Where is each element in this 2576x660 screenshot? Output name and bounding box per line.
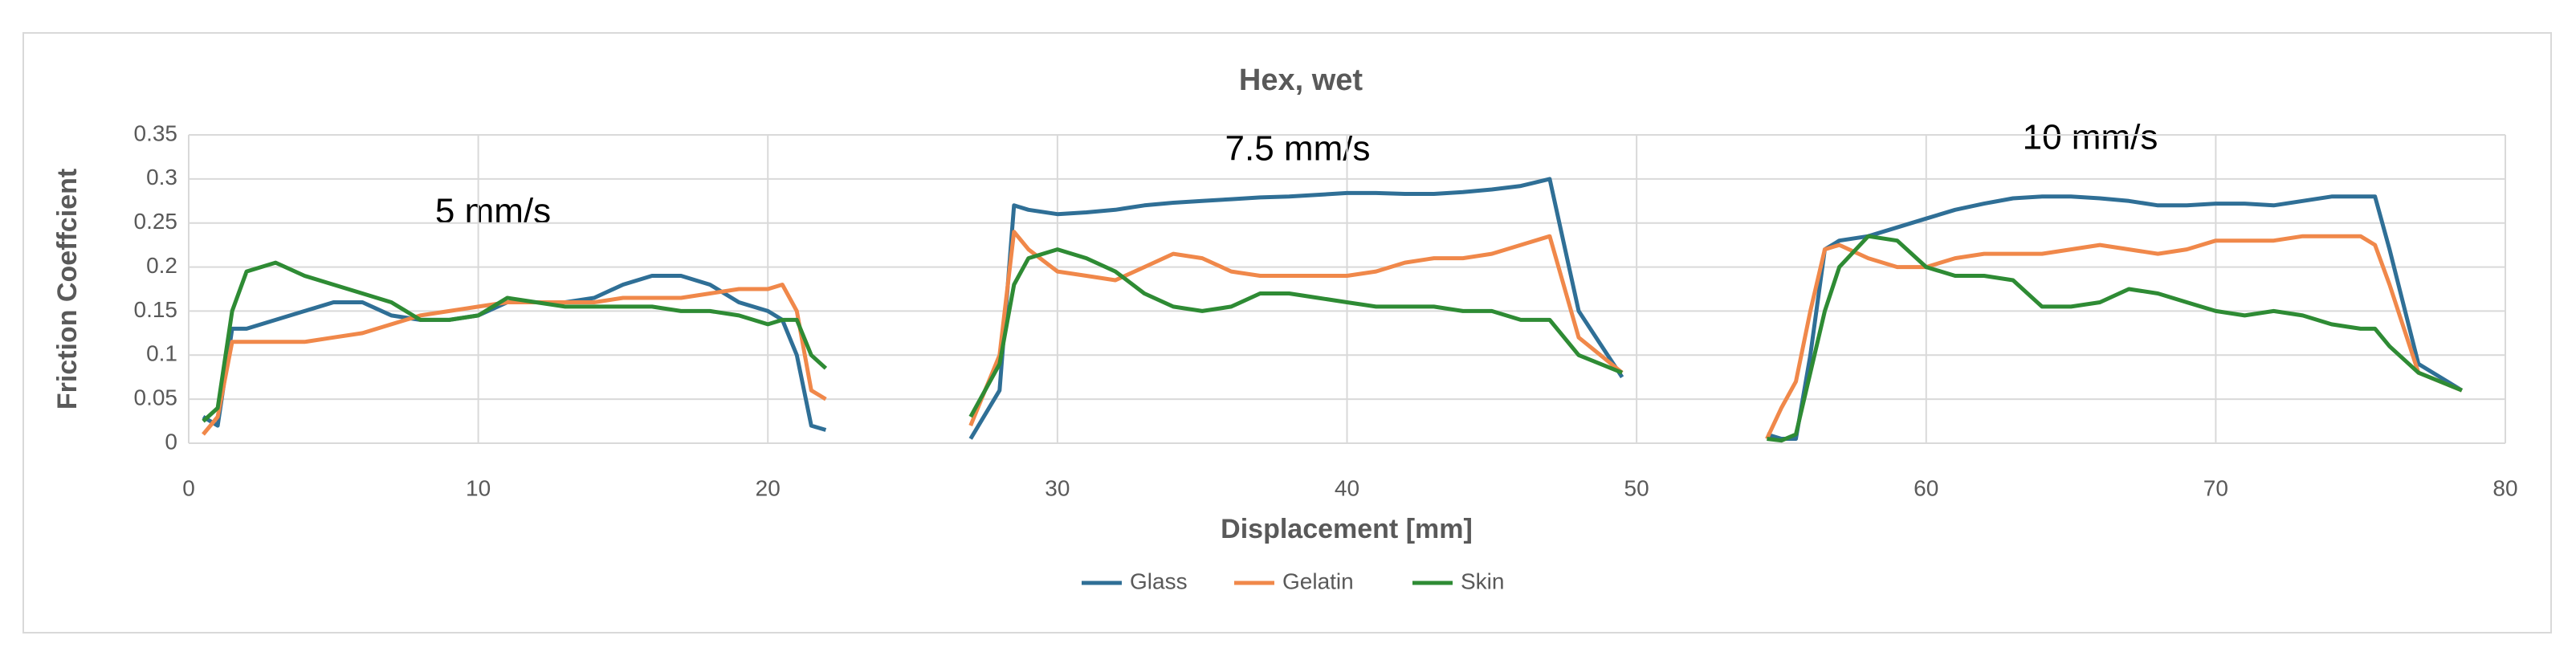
y-tick-label: 0.05 [134,385,178,410]
series-line [202,234,2463,443]
y-tick-label: 0.3 [146,165,177,189]
annotation: 5 mm/s [435,192,551,231]
legend-label: Skin [1461,568,1504,593]
chart-title: Hex, wet [1239,63,1363,97]
y-tick-label: 0.25 [134,209,178,234]
x-tick-label: 60 [1914,475,1938,500]
x-tick-label: 50 [1624,475,1649,500]
annotation: 10 mm/s [2023,118,2158,157]
x-tick-label: 30 [1045,475,1070,500]
y-tick-label: 0.1 [146,341,177,366]
y-tick-label: 0.2 [146,253,177,278]
x-tick-label: 10 [466,475,491,500]
y-axis-label: Friction Coeffcient [52,169,83,409]
x-tick-label: 70 [2203,475,2228,500]
y-tick-label: 0.15 [134,297,178,322]
y-tick-label: 0.35 [134,120,178,145]
legend-label: Glass [1130,568,1188,593]
x-tick-label: 80 [2492,475,2517,500]
x-tick-label: 20 [756,475,781,500]
x-tick-label: 0 [182,475,195,500]
chart-frame [22,32,2552,634]
x-tick-label: 40 [1335,475,1359,500]
series-line [202,230,2463,440]
x-axis-label: Displacement [mm] [1221,514,1473,544]
legend-label: Gelatin [1282,568,1354,593]
y-tick-label: 0 [165,429,177,454]
